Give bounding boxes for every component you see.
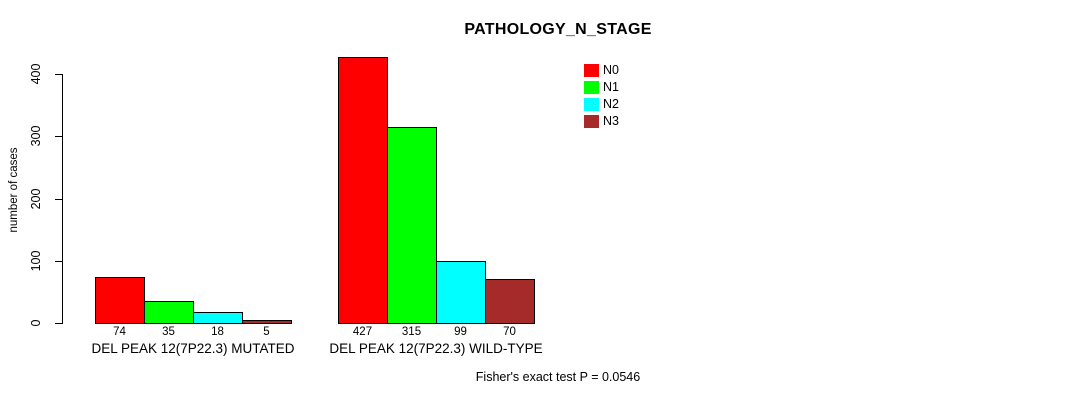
bar-n1-group2 — [387, 127, 437, 324]
y-tick-mark — [55, 261, 62, 262]
bar-n3-group2 — [485, 279, 535, 324]
y-axis-label: number of cases — [8, 147, 20, 233]
y-tick-label: 0 — [29, 319, 43, 327]
bar-value-label: 74 — [113, 326, 126, 338]
legend-label-n3: N3 — [603, 114, 619, 128]
bar-value-label: 70 — [503, 326, 516, 338]
y-tick-label: 400 — [29, 63, 43, 85]
bar-n0-group2 — [338, 57, 388, 324]
bar-value-label: 5 — [263, 326, 270, 338]
chart-title: PATHOLOGY_N_STAGE — [464, 21, 652, 38]
y-tick-label: 300 — [29, 125, 43, 147]
bar-value-label: 18 — [211, 326, 224, 338]
bar-value-label: 427 — [352, 326, 373, 338]
y-tick-mark — [55, 136, 62, 137]
legend-label-n2: N2 — [603, 97, 619, 111]
y-tick-mark — [55, 199, 62, 200]
legend-swatch-n0 — [584, 64, 599, 77]
y-axis-line — [62, 74, 63, 324]
bar-n0-group1 — [95, 277, 145, 324]
legend-label-n1: N1 — [603, 80, 619, 94]
bar-value-label: 35 — [162, 326, 175, 338]
bar-n3-group1 — [242, 320, 292, 324]
bar-value-label: 99 — [454, 326, 467, 338]
legend-swatch-n3 — [584, 115, 599, 128]
bar-n1-group1 — [144, 301, 194, 324]
category-label: DEL PEAK 12(7P22.3) MUTATED — [91, 341, 295, 356]
y-tick-mark — [55, 74, 62, 75]
legend-swatch-n1 — [584, 81, 599, 94]
legend-label-n0: N0 — [603, 63, 619, 77]
fisher-test-pvalue: Fisher's exact test P = 0.0546 — [475, 370, 641, 384]
y-tick-mark — [55, 323, 62, 324]
bar-value-label: 315 — [401, 326, 422, 338]
bar-n2-group1 — [193, 312, 243, 324]
y-tick-label: 200 — [29, 188, 43, 210]
bar-n2-group2 — [436, 261, 486, 324]
category-label: DEL PEAK 12(7P22.3) WILD-TYPE — [329, 341, 543, 356]
y-tick-label: 100 — [29, 250, 43, 272]
legend-swatch-n2 — [584, 98, 599, 111]
